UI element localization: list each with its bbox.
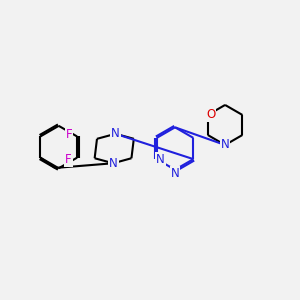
Text: O: O	[206, 109, 215, 122]
Text: N: N	[171, 167, 179, 180]
Text: N: N	[111, 127, 120, 140]
Text: N: N	[221, 139, 230, 152]
Text: N: N	[156, 153, 165, 166]
Text: F: F	[65, 128, 72, 142]
Text: F: F	[65, 153, 72, 166]
Text: N: N	[109, 157, 118, 170]
